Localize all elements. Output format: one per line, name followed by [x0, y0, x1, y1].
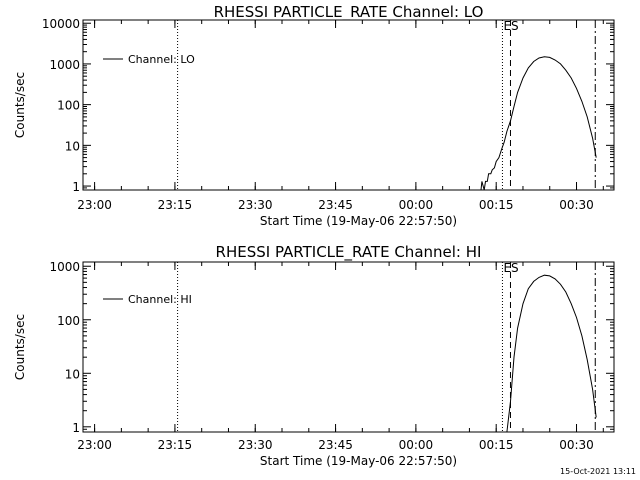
chart-lo: RHESSI PARTICLE_RATE Channel: LO 23:00 23:… — [13, 3, 615, 228]
y-tick-label: 1000 — [49, 58, 80, 72]
y-tick-label: 10000 — [42, 17, 80, 31]
y-tick-label: 1000 — [49, 260, 80, 274]
x-tick-label: 23:45 — [318, 438, 353, 452]
y-tick-label: 10 — [65, 139, 80, 153]
plot-frame — [82, 19, 615, 191]
annotation-label: ES — [503, 261, 518, 275]
x-tick-label: 00:30 — [559, 438, 594, 452]
annotation-label: ES — [503, 19, 518, 33]
chart-title: RHESSI PARTICLE_RATE Channel: HI — [216, 243, 482, 262]
y-tick-label: 100 — [57, 314, 80, 328]
x-tick-label: 23:00 — [77, 438, 112, 452]
legend-label: Channel: LO — [128, 53, 195, 66]
x-tick-label: 00:15 — [479, 198, 514, 212]
y-tick-label: 1 — [72, 421, 80, 435]
x-tick-label: 23:15 — [158, 198, 193, 212]
series-line — [480, 56, 597, 191]
y-axis-label: Counts/sec — [13, 314, 27, 380]
y-tick-label: 10 — [65, 367, 80, 381]
footer-timestamp: 15-Oct-2021 13:11 — [560, 467, 636, 476]
x-tick-label: 23:15 — [158, 438, 193, 452]
x-tick-label: 00:00 — [399, 438, 434, 452]
y-tick-label: 1 — [72, 180, 80, 194]
x-tick-label: 00:15 — [479, 438, 514, 452]
series-line — [506, 274, 597, 433]
x-tick-label: 00:30 — [559, 198, 594, 212]
x-tick-label: 23:30 — [238, 438, 273, 452]
y-axis-label: Counts/sec — [13, 72, 27, 138]
x-tick-label: 23:45 — [318, 198, 353, 212]
x-axis-label: Start Time (19-May-06 22:57:50) — [260, 214, 457, 228]
x-axis-label: Start Time (19-May-06 22:57:50) — [260, 454, 457, 468]
x-tick-label: 00:00 — [399, 198, 434, 212]
y-tick-label: 100 — [57, 99, 80, 113]
legend-label: Channel: HI — [128, 293, 192, 306]
x-tick-label: 23:00 — [77, 198, 112, 212]
chart-hi: RHESSI PARTICLE_RATE Channel: HI 23:00 23:… — [13, 243, 615, 468]
chart-title: RHESSI PARTICLE_RATE Channel: LO — [214, 3, 484, 22]
plot-frame — [82, 261, 615, 433]
x-tick-label: 23:30 — [238, 198, 273, 212]
